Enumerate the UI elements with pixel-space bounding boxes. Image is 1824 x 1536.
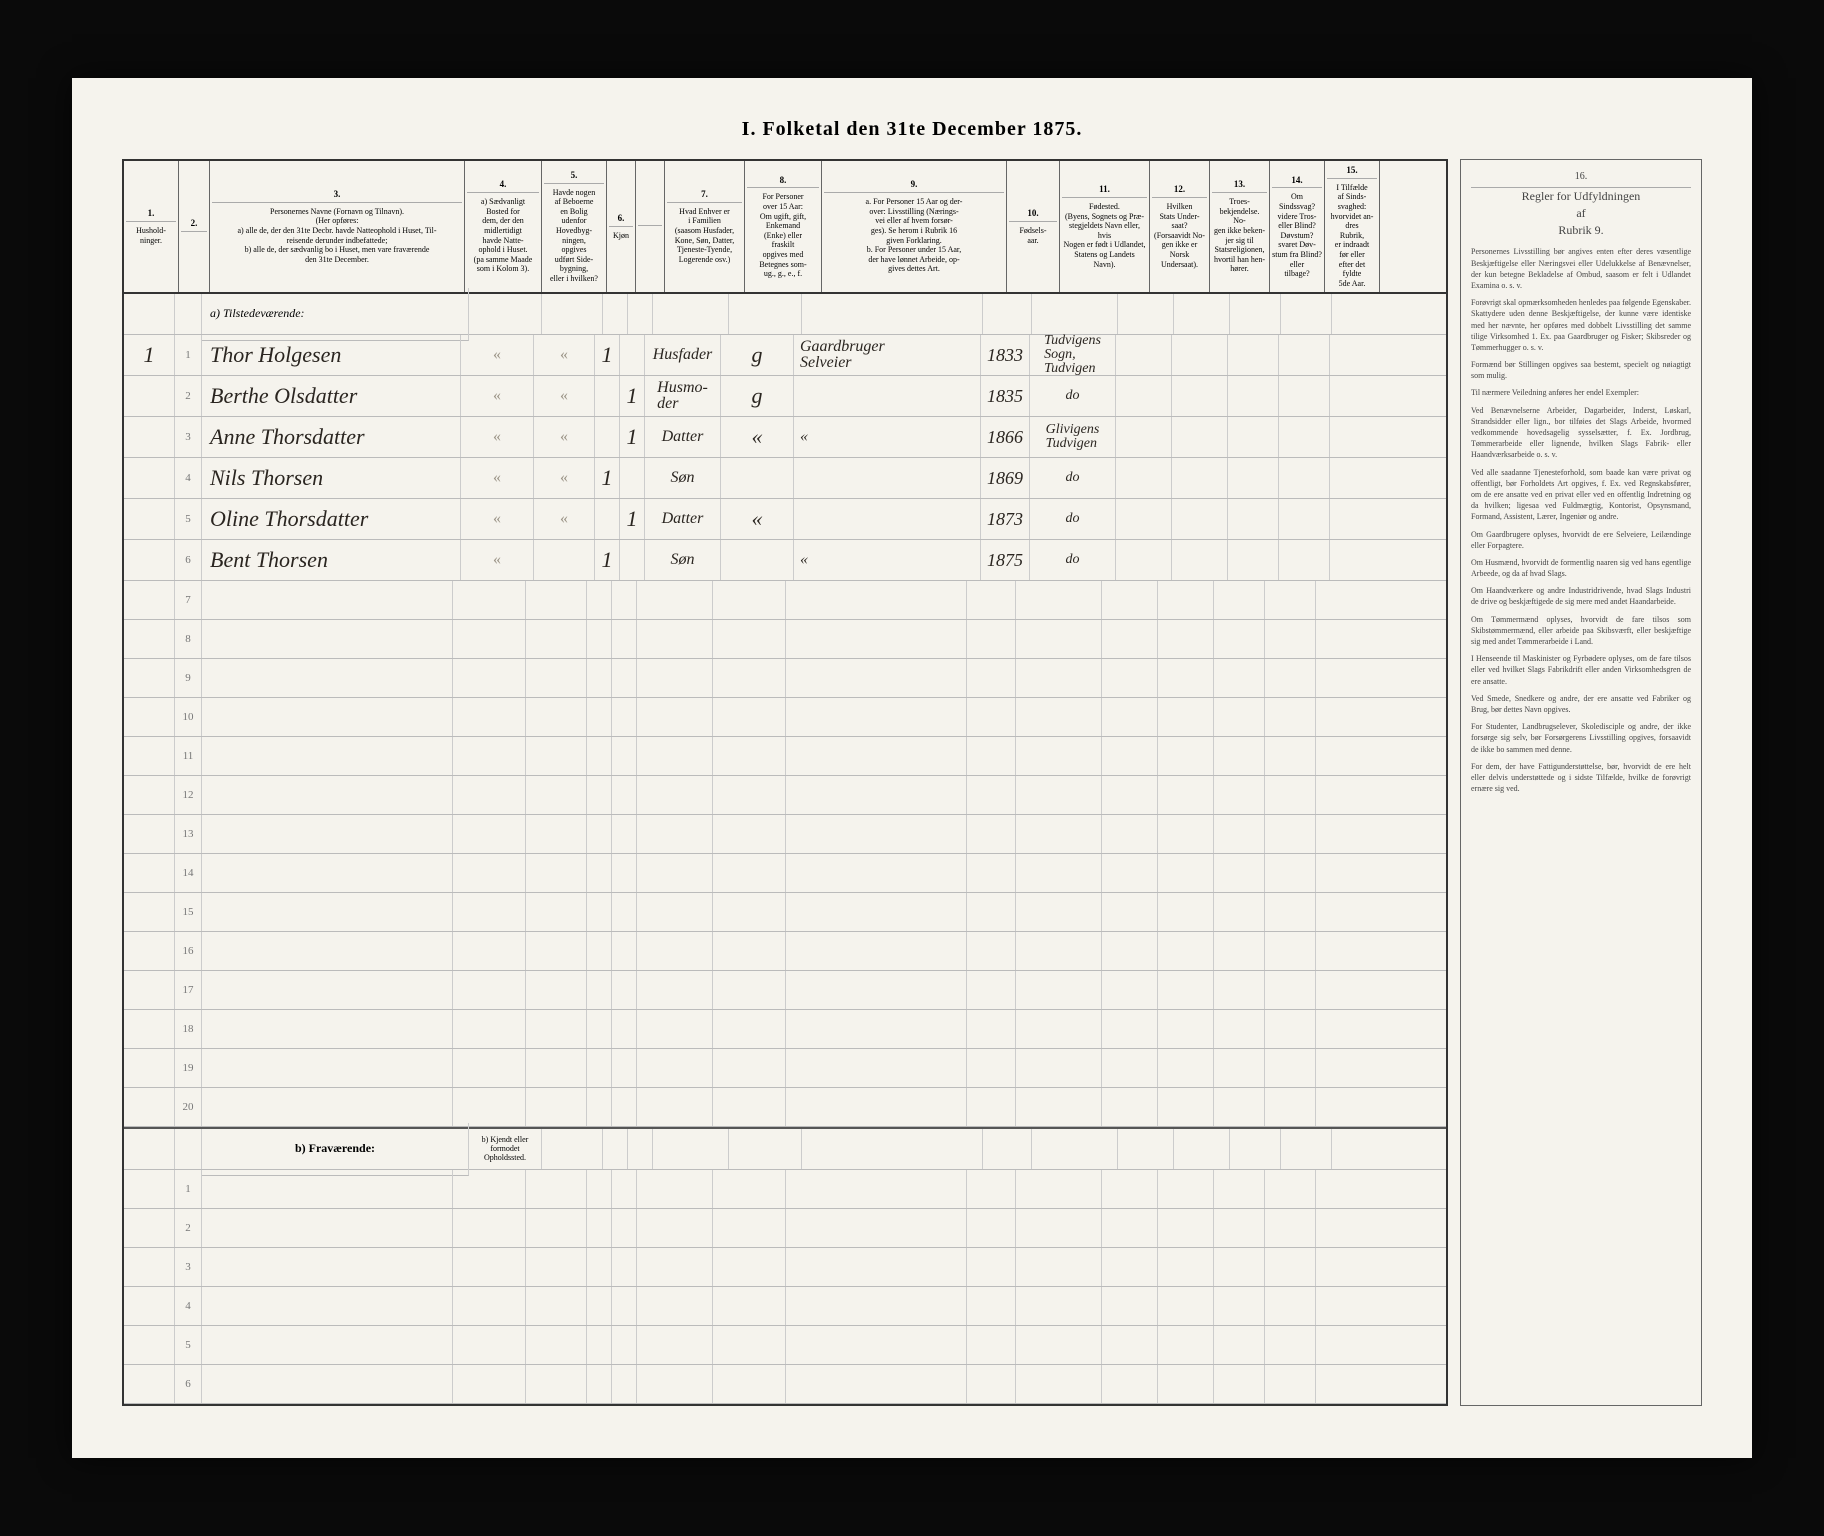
rules-paragraph: Om Gaardbrugere oplyses, hvorvidt de ere… bbox=[1471, 529, 1691, 551]
table-row: 3 bbox=[124, 1248, 1446, 1287]
table-row: 12 bbox=[124, 776, 1446, 815]
absent-empty-rows: 123456 bbox=[124, 1170, 1446, 1404]
table-row: 1 bbox=[124, 1170, 1446, 1209]
col-header: 14.Om Sindssvag? videre Tros- eller Blin… bbox=[1270, 161, 1325, 292]
section-a-label: a) Tilstedeværende: bbox=[202, 288, 469, 341]
table-row: 7 bbox=[124, 581, 1446, 620]
rules-paragraph: Til nærmere Veiledning anføres her endel… bbox=[1471, 387, 1691, 398]
rules-paragraph: Forøvrigt skal opmærksomheden henledes p… bbox=[1471, 297, 1691, 353]
col-header: 6.Kjøn bbox=[607, 161, 636, 292]
table-row: 19 bbox=[124, 1049, 1446, 1088]
table-row: 11 bbox=[124, 737, 1446, 776]
main-table: 1.Hushold- ninger.2.3.Personernes Navne … bbox=[122, 159, 1448, 1406]
rules-paragraph: Om Haandværkere og andre Industridrivend… bbox=[1471, 585, 1691, 607]
page-title: I. Folketal den 31te December 1875. bbox=[122, 118, 1702, 141]
col-header: 8.For Personer over 15 Aar: Om ugift, gi… bbox=[745, 161, 822, 292]
col-header: 3.Personernes Navne (Fornavn og Tilnavn)… bbox=[210, 161, 465, 292]
section-a-row: a) Tilstedeværende: bbox=[124, 294, 1446, 335]
table-row: 4 bbox=[124, 1287, 1446, 1326]
census-ledger-page: I. Folketal den 31te December 1875. 1.Hu… bbox=[72, 78, 1752, 1458]
table-row: 13 bbox=[124, 815, 1446, 854]
table-row: 11Thor Holgesen««1HusfadergGaardbruger S… bbox=[124, 335, 1446, 376]
col-header: 1.Hushold- ninger. bbox=[124, 161, 179, 292]
rules-paragraph: Ved alle saadanne Tjenesteforhold, som b… bbox=[1471, 467, 1691, 523]
side-paragraphs: Personernes Livsstilling bør angives ent… bbox=[1471, 246, 1691, 794]
col-header: 5.Havde nogen af Beboerne en Bolig udenf… bbox=[542, 161, 607, 292]
col-header: 12.Hvilken Stats Under- saat? (Forsaavid… bbox=[1150, 161, 1210, 292]
table-row: 9 bbox=[124, 659, 1446, 698]
table-row: 10 bbox=[124, 698, 1446, 737]
rules-paragraph: For Studenter, Landbrugselever, Skoledis… bbox=[1471, 721, 1691, 755]
col-header: 9.a. For Personer 15 Aar og der- over: L… bbox=[822, 161, 1007, 292]
col-header: 10.Fødsels- aar. bbox=[1007, 161, 1060, 292]
table-row: 2Berthe Olsdatter««1Husmo- derg1835do bbox=[124, 376, 1446, 417]
table-row: 16 bbox=[124, 932, 1446, 971]
ledger-layout: 1.Hushold- ninger.2.3.Personernes Navne … bbox=[122, 159, 1702, 1406]
table-row: 6Bent Thorsen«1Søn«1875do bbox=[124, 540, 1446, 581]
section-b-row: b) Fraværende: b) Kjendt eller formodet … bbox=[124, 1127, 1446, 1170]
table-row: 18 bbox=[124, 1010, 1446, 1049]
table-row: 5Oline Thorsdatter««1Datter«1873do bbox=[124, 499, 1446, 540]
table-row: 20 bbox=[124, 1088, 1446, 1127]
rules-paragraph: Formænd bør Stillingen opgives saa beste… bbox=[1471, 359, 1691, 381]
present-empty-rows: 7891011121314151617181920 bbox=[124, 581, 1446, 1127]
rules-paragraph: I Henseende til Maskinister og Fyrbødere… bbox=[1471, 653, 1691, 687]
col-header bbox=[636, 161, 665, 292]
side-col-no: 16. bbox=[1471, 170, 1691, 188]
col-header: 2. bbox=[179, 161, 210, 292]
table-row: 8 bbox=[124, 620, 1446, 659]
col-header: 7.Hvad Enhver er i Familien (saasom Husf… bbox=[665, 161, 745, 292]
side-title: Regler for Udfyldningen af Rubrik 9. bbox=[1471, 188, 1691, 238]
table-row: 3Anne Thorsdatter««1Datter««1866Glivigen… bbox=[124, 417, 1446, 458]
table-row: 15 bbox=[124, 893, 1446, 932]
table-row: 5 bbox=[124, 1326, 1446, 1365]
rules-paragraph: Om Tømmermænd oplyses, hvorvidt de fare … bbox=[1471, 614, 1691, 648]
table-row: 14 bbox=[124, 854, 1446, 893]
table-row: 6 bbox=[124, 1365, 1446, 1404]
col-header: 11.Fødested. (Byens, Sognets og Præ- ste… bbox=[1060, 161, 1150, 292]
table-row: 17 bbox=[124, 971, 1446, 1010]
rules-side-panel: 16. Regler for Udfyldningen af Rubrik 9.… bbox=[1460, 159, 1702, 1406]
rules-paragraph: Personernes Livsstilling bør angives ent… bbox=[1471, 246, 1691, 291]
column-header-row: 1.Hushold- ninger.2.3.Personernes Navne … bbox=[124, 161, 1446, 294]
rules-paragraph: Ved Benævnelserne Arbeider, Dagarbeider,… bbox=[1471, 405, 1691, 461]
present-rows: 11Thor Holgesen««1HusfadergGaardbruger S… bbox=[124, 335, 1446, 581]
col-header: 4.a) Sædvanligt Bosted for dem, der den … bbox=[465, 161, 542, 292]
col-header: 15.I Tilfælde af Sinds- svaghed: hvorvid… bbox=[1325, 161, 1380, 292]
table-row: 4Nils Thorsen««1Søn1869do bbox=[124, 458, 1446, 499]
rules-paragraph: Ved Smede, Snedkere og andre, der ere an… bbox=[1471, 693, 1691, 715]
rules-paragraph: For dem, der have Fattigunderstøttelse, … bbox=[1471, 761, 1691, 795]
section-b-sublabel: b) Kjendt eller formodet Opholdssted. bbox=[469, 1129, 542, 1169]
section-b-label: b) Fraværende: bbox=[202, 1123, 469, 1176]
table-row: 2 bbox=[124, 1209, 1446, 1248]
rules-paragraph: Om Husmænd, hvorvidt de formentlig naare… bbox=[1471, 557, 1691, 579]
col-header: 13.Troes- bekjendelse. No- gen ikke beke… bbox=[1210, 161, 1270, 292]
